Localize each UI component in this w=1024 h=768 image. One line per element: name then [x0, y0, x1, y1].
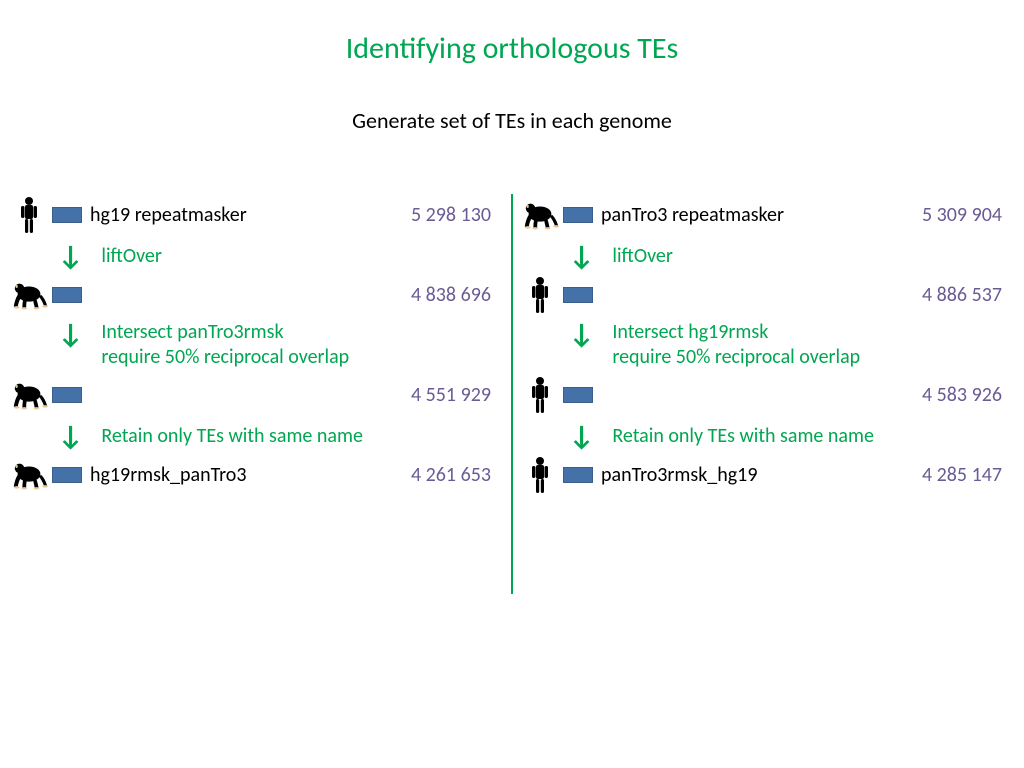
- row-count: 4 838 696: [383, 283, 503, 307]
- chimp-icon: [10, 380, 48, 410]
- chip-icon: [52, 387, 82, 403]
- chimp-icon: [10, 280, 48, 310]
- right-step-1: ↓ liftOver: [521, 238, 1014, 274]
- human-icon: [521, 376, 559, 414]
- chip-icon: [563, 467, 593, 483]
- step-label: liftOver: [101, 244, 162, 269]
- step-label: Retain only TEs with same name: [612, 424, 874, 449]
- chip-icon: [563, 387, 593, 403]
- step-label: Intersect panTro3rmskrequire 50% recipro…: [101, 320, 349, 370]
- chip-icon: [52, 287, 82, 303]
- chip-icon: [52, 467, 82, 483]
- row-count: 5 309 904: [894, 203, 1014, 227]
- right-row-2: 4 886 537: [521, 274, 1014, 316]
- down-arrow-icon: ↓: [58, 320, 83, 348]
- chimp-icon: [521, 200, 559, 230]
- chip-icon: [52, 207, 82, 223]
- human-icon: [521, 276, 559, 314]
- left-step-2: ↓ Intersect panTro3rmskrequire 50% recip…: [10, 318, 503, 374]
- row-count: 4 886 537: [894, 283, 1014, 307]
- down-arrow-icon: ↓: [58, 422, 83, 450]
- down-arrow-icon: ↓: [569, 320, 594, 348]
- left-row-2: 4 838 696: [10, 274, 503, 316]
- down-arrow-icon: ↓: [569, 242, 594, 270]
- human-icon: [10, 196, 48, 234]
- right-step-3: ↓ Retain only TEs with same name: [521, 418, 1014, 454]
- chip-icon: [563, 287, 593, 303]
- row-count: 4 551 929: [383, 383, 503, 407]
- right-row-3: 4 583 926: [521, 374, 1014, 416]
- page-subtitle: Generate set of TEs in each genome: [0, 67, 1024, 134]
- left-row-3: 4 551 929: [10, 374, 503, 416]
- row-count: 4 261 653: [383, 463, 503, 487]
- column-divider: [511, 194, 513, 594]
- row-count: 4 285 147: [894, 463, 1014, 487]
- right-step-2: ↓ Intersect hg19rmskrequire 50% reciproc…: [521, 318, 1014, 374]
- step-label: liftOver: [612, 244, 673, 269]
- row-count: 4 583 926: [894, 383, 1014, 407]
- step-label: Retain only TEs with same name: [101, 424, 363, 449]
- right-row-4: panTro3rmsk_hg19 4 285 147: [521, 454, 1014, 496]
- left-step-3: ↓ Retain only TEs with same name: [10, 418, 503, 454]
- row-label: panTro3 repeatmasker: [601, 203, 894, 227]
- row-label: hg19rmsk_panTro3: [90, 463, 383, 487]
- step-label: Intersect hg19rmskrequire 50% reciprocal…: [612, 320, 860, 370]
- left-row-1: hg19 repeatmasker 5 298 130: [10, 194, 503, 236]
- right-row-1: panTro3 repeatmasker 5 309 904: [521, 194, 1014, 236]
- left-row-4: hg19rmsk_panTro3 4 261 653: [10, 454, 503, 496]
- left-step-1: ↓ liftOver: [10, 238, 503, 274]
- page-title: Identifying orthologous TEs: [0, 0, 1024, 67]
- human-icon: [521, 456, 559, 494]
- row-count: 5 298 130: [383, 203, 503, 227]
- chip-icon: [563, 207, 593, 223]
- columns: hg19 repeatmasker 5 298 130 ↓ liftOver 4…: [0, 194, 1024, 594]
- row-label: panTro3rmsk_hg19: [601, 463, 894, 487]
- right-column: panTro3 repeatmasker 5 309 904 ↓ liftOve…: [521, 194, 1014, 594]
- chimp-icon: [10, 460, 48, 490]
- row-label: hg19 repeatmasker: [90, 203, 383, 227]
- down-arrow-icon: ↓: [58, 242, 83, 270]
- left-column: hg19 repeatmasker 5 298 130 ↓ liftOver 4…: [10, 194, 503, 594]
- down-arrow-icon: ↓: [569, 422, 594, 450]
